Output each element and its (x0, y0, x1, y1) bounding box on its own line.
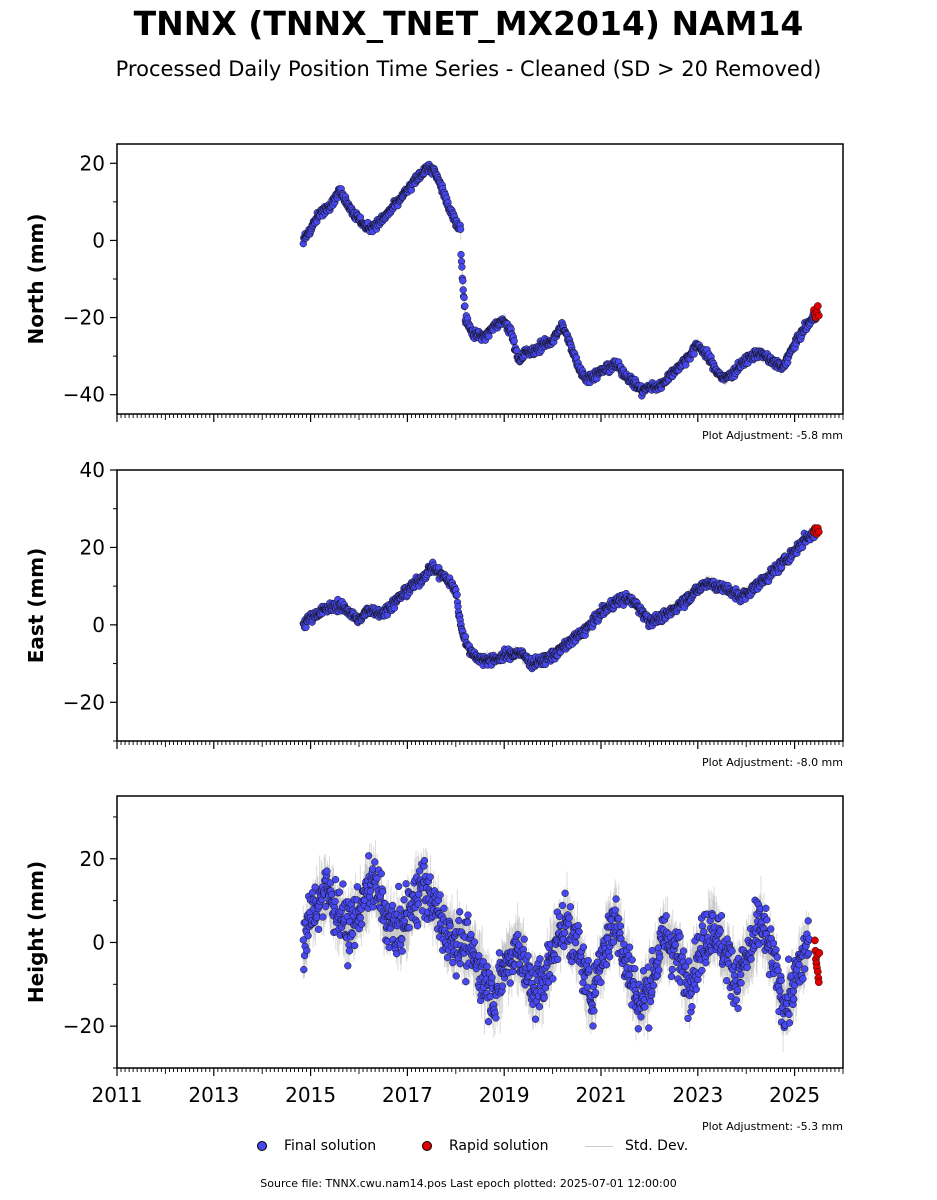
final-point (390, 604, 399, 612)
plot-area (299, 524, 823, 673)
final-point (682, 361, 690, 369)
final-point (459, 277, 467, 285)
y-tick-label: 0 (92, 228, 105, 252)
rapid-point (814, 311, 823, 320)
y-tick-label: 20 (80, 151, 105, 175)
y-tick-label: −20 (63, 306, 105, 330)
rapid-solution-points (810, 524, 823, 538)
y-tick-label: 0 (92, 613, 105, 637)
rapid-point (813, 302, 822, 310)
plot-adjustment-note: Plot Adjustment: -5.8 mm (702, 429, 843, 442)
panel-1: 20 0 −20 −40 North (mm) Plot Adjustment: -5.8… (24, 143, 844, 442)
rapid-solution-points (810, 302, 823, 322)
final-point (459, 286, 467, 294)
plot-adjustment-note: Plot Adjustment: -8.0 mm (702, 756, 843, 769)
final-point (513, 346, 521, 355)
final-solution-points (299, 160, 820, 400)
chart-subtitle: Processed Daily Position Time Series - C… (115, 57, 822, 81)
final-point (461, 632, 470, 641)
final-point (461, 302, 469, 310)
final-point (485, 332, 493, 340)
final-point (457, 250, 465, 259)
plot-frame (116, 469, 844, 742)
final-solution-points (299, 525, 820, 673)
plot-area (299, 840, 824, 1053)
final-point (690, 350, 698, 358)
final-point (302, 623, 310, 631)
final-point (460, 293, 468, 302)
plot-area (299, 160, 823, 400)
y-axis-label: North (mm) (24, 213, 48, 344)
y-axis-label: East (mm) (24, 548, 48, 664)
y-tick-label: −40 (63, 383, 105, 407)
panel-2: 40 20 0 −20 East (mm) Plot Adjustment: -8.0 m… (24, 458, 844, 769)
final-point (453, 591, 461, 599)
rapid-point (814, 528, 823, 536)
y-tick-label: −20 (63, 690, 105, 714)
final-point (456, 225, 465, 233)
y-tick-label: 20 (80, 535, 105, 559)
y-tick-label: 40 (80, 458, 105, 482)
final-point (510, 337, 518, 345)
chart-title: TNNX (TNNX_TNET_MX2014) NAM14 (133, 4, 804, 43)
final-point (458, 263, 466, 271)
